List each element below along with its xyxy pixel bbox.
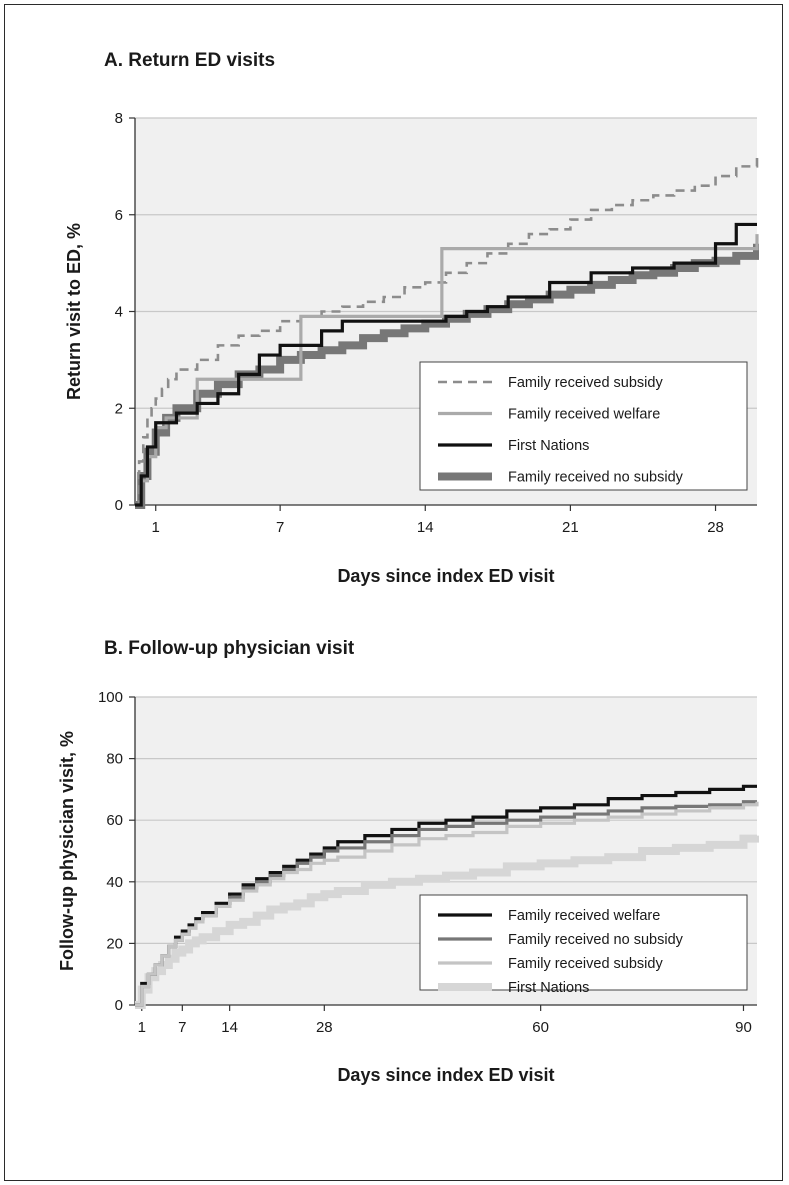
x-tick-label: 1 [152,519,160,536]
legend-label: First Nations [508,438,589,454]
x-axis-label: Days since index ED visit [337,1065,554,1085]
series-line-family-received-subsidy [135,156,759,507]
y-tick-label: 40 [106,874,123,891]
legend: Family received subsidy Family received w… [419,361,748,491]
y-tick-label: 60 [106,812,123,829]
y-tick-label: 100 [98,689,123,706]
series-line-first-nations [135,834,759,1009]
x-axis-label: Days since index ED visit [337,566,554,586]
chart-0: A. Return ED visits 0 2 4 6 8 1 7 14 21 28 Days sin… [64,50,759,586]
x-tick-label: 14 [221,1019,238,1036]
y-axis-label: Return visit to ED, % [64,223,84,400]
legend-box [419,894,748,991]
series-line-first-nations [135,222,757,507]
x-tick-label: 7 [276,519,284,536]
y-axis-label: Follow-up physician visit, % [57,731,77,971]
x-tick-label: 60 [532,1019,549,1036]
chart-1: B. Follow-up physician visit 0 20 40 60 80 100… [57,638,759,1085]
legend-label: First Nations [508,980,589,996]
y-tick-label: 2 [115,400,123,417]
legend: Family received welfare Family received n… [419,894,748,996]
x-tick-label: 28 [316,1019,333,1036]
legend-label: Family received subsidy [508,375,663,391]
y-tick-label: 0 [115,997,123,1014]
x-tick-label: 14 [417,519,434,536]
series-line-family-received-subsidy [135,801,759,1007]
legend-box [419,361,748,491]
x-tick-label: 1 [138,1019,146,1036]
x-tick-label: 90 [735,1019,752,1036]
legend-label: Family received welfare [508,908,660,924]
chart-title: B. Follow-up physician visit [104,638,355,659]
legend-label: Family received no subsidy [508,932,684,948]
y-tick-label: 20 [106,935,123,952]
legend-label: Family received no subsidy [508,470,684,486]
chart-title: A. Return ED visits [104,50,275,71]
y-tick-label: 80 [106,751,123,768]
legend-label: Family received subsidy [508,956,663,972]
y-tick-label: 6 [115,207,123,224]
y-tick-label: 0 [115,497,123,514]
legend-label: Family received welfare [508,407,660,423]
x-tick-label: 21 [562,519,579,536]
x-tick-label: 28 [707,519,724,536]
x-tick-label: 7 [178,1019,186,1036]
y-tick-label: 8 [115,110,123,127]
figure-frame [4,4,783,1181]
y-tick-label: 4 [115,304,123,321]
